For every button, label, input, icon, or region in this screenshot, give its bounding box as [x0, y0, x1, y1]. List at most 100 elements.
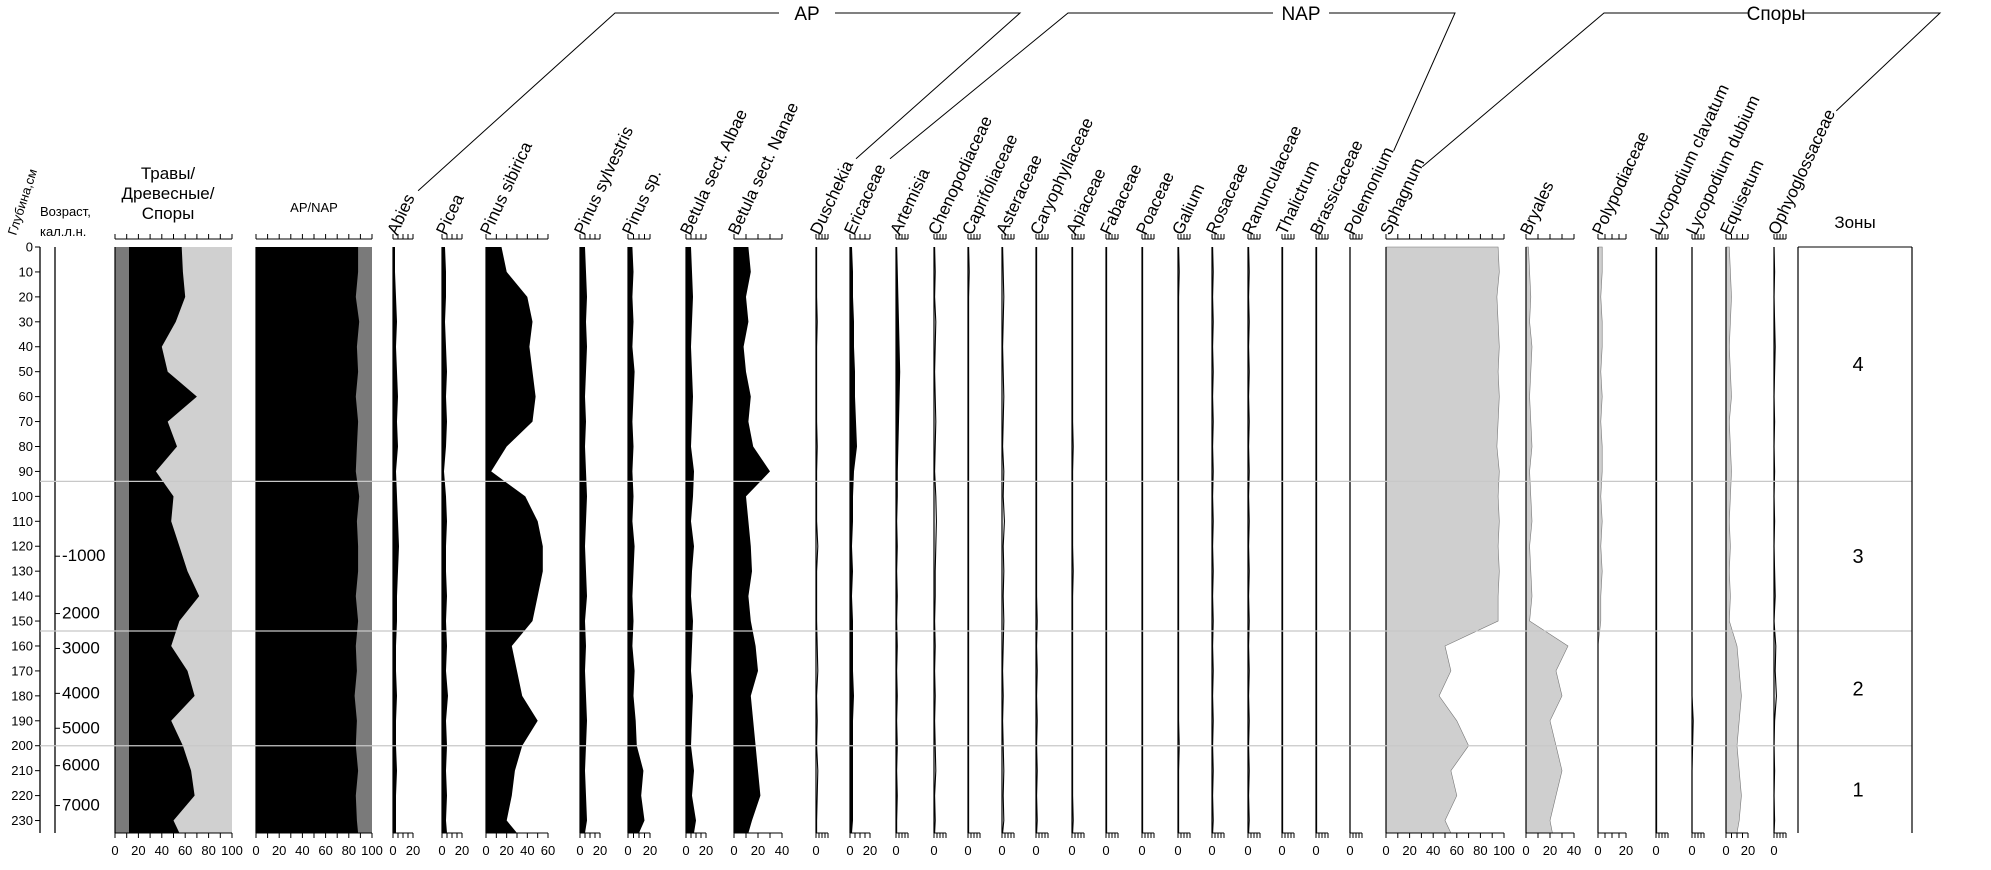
depth-tick-label: 30: [19, 314, 33, 329]
apnap-tick-label: 60: [318, 843, 332, 858]
depth-tick-label: 210: [11, 763, 33, 778]
age-tick-label: 2000: [62, 604, 100, 623]
taxon-pinus-sibirica-label: Pinus sibirica: [476, 138, 536, 237]
depth-tick-label: 160: [11, 638, 33, 653]
taxon-sphagnum-tick-label: 80: [1473, 843, 1487, 858]
taxa-columns: 0 20 40 60 80 100 0 20 40 60 80 100 0 20 0 20 0 20 40 60 0 20…: [40, 234, 1912, 858]
apnap-tick-label: 100: [361, 843, 383, 858]
age-axis-label-line1: Возраст,: [40, 204, 91, 219]
apnap-tick-label: 20: [272, 843, 286, 858]
taxon-fabaceae-tick-label: 0: [1102, 843, 1109, 858]
taxon-abies-tick-label: 0: [389, 843, 396, 858]
summary-herbs-area: [115, 247, 129, 833]
depth-tick-label: 10: [19, 264, 33, 279]
depth-tick-label: 40: [19, 339, 33, 354]
taxon-thalictrum-tick-label: 0: [1278, 843, 1285, 858]
taxon-caprifoliaceae-tick-label: 0: [964, 843, 971, 858]
apnap-ap-area: [256, 247, 360, 833]
depth-tick-label: 60: [19, 389, 33, 404]
depth-tick-label: 0: [26, 240, 33, 255]
column-labels: Травы/Древесные/Споры AP/NAP Abies Picea Pin…: [121, 81, 1839, 237]
summary-tick-label: 20: [131, 843, 145, 858]
taxon-pinus-sylvestris-tick-label: 20: [593, 843, 607, 858]
group-споры-label: Споры: [1747, 4, 1806, 25]
taxon-poaceae-tick-label: 0: [1138, 843, 1145, 858]
taxon-chenopodiaceae-tick-label: 0: [930, 843, 937, 858]
taxon-ericaceae-tick-label: 20: [863, 843, 877, 858]
zone-column: Зоны 4 3 2 1: [1797, 213, 1913, 833]
taxon-pinus-sibirica-area: [486, 247, 543, 833]
taxon-sphagnum-tick-label: 0: [1382, 843, 1389, 858]
age-tick-label: 5000: [62, 718, 100, 737]
depth-tick-label: 80: [19, 439, 33, 454]
depth-tick-label: 190: [11, 713, 33, 728]
taxon-ranunculaceae-tick-label: 0: [1244, 843, 1251, 858]
apnap-tick-label: 0: [252, 843, 259, 858]
taxon-artemisia-tick-label: 0: [892, 843, 899, 858]
taxon-betula-sect-nanae-tick-label: 40: [775, 843, 789, 858]
taxon-bryales-label: Bryales: [1516, 178, 1557, 237]
taxon-polypodiaceae-tick-label: 0: [1594, 843, 1601, 858]
depth-tick-label: 200: [11, 738, 33, 753]
taxon-pinus-sp-label: Pinus sp.: [618, 166, 665, 237]
zone-column-label: Зоны: [1834, 213, 1875, 232]
taxon-polemonium-tick-label: 0: [1346, 843, 1353, 858]
depth-tick-label: 70: [19, 414, 33, 429]
depth-axis-label: Глубина,см: [5, 167, 41, 237]
taxon-bryales-tick-label: 0: [1522, 843, 1529, 858]
summary-label-line3: Споры: [142, 204, 195, 223]
group-headers: AP NAP Споры: [417, 4, 1942, 192]
zone-label-3: 3: [1852, 546, 1863, 568]
taxon-abies-tick-label: 20: [406, 843, 420, 858]
summary-tick-label: 100: [221, 843, 243, 858]
taxon-abies-label: Abies: [383, 191, 418, 238]
group-nap-label: NAP: [1281, 4, 1320, 25]
taxon-pinus-sp-tick-label: 0: [624, 843, 631, 858]
depth-tick-label: 90: [19, 464, 33, 479]
taxon-pinus-sibirica-tick-label: 0: [482, 843, 489, 858]
taxon-ericaceae-area: [850, 247, 857, 833]
depth-tick-label: 50: [19, 364, 33, 379]
summary-trees-area: [115, 247, 200, 833]
group-споры-bracket-left: [1421, 12, 1748, 168]
zone-label-4: 4: [1852, 354, 1863, 376]
zone-label-2: 2: [1852, 678, 1863, 700]
age-axis-label-line2: кал.л.н.: [40, 224, 86, 239]
taxon-equisetum-area: [1725, 246, 1742, 834]
apnap-label: AP/NAP: [290, 200, 338, 215]
zone-label-1: 1: [1852, 779, 1863, 801]
summary-label-line2: Древесные/: [121, 184, 214, 203]
group-ap-bracket-left: [417, 12, 779, 192]
depth-tick-label: 130: [11, 564, 33, 579]
taxon-equisetum-tick-label: 0: [1722, 843, 1729, 858]
depth-tick-label: 120: [11, 539, 33, 554]
group-ap-label: AP: [794, 4, 819, 25]
taxon-picea-tick-label: 20: [455, 843, 469, 858]
depth-tick-label: 230: [11, 813, 33, 828]
taxon-bryales-area: [1525, 246, 1569, 834]
taxon-pinus-sibirica-tick-label: 20: [499, 843, 513, 858]
taxon-betula-sect-nanae-tick-label: 20: [751, 843, 765, 858]
age-tick-label: -1000: [62, 546, 105, 565]
taxon-pinus-sp-area: [628, 247, 645, 833]
taxon-bryales-tick-label: 40: [1567, 843, 1581, 858]
depth-tick-label: 100: [11, 489, 33, 504]
taxon-lycopodium-dubium-tick-label: 0: [1688, 843, 1695, 858]
taxon-pinus-sibirica-tick-label: 60: [541, 843, 555, 858]
taxon-polypodiaceae-label: Polypodiaceae: [1588, 129, 1652, 238]
group-nap-bracket-right: [1329, 12, 1456, 152]
taxon-bryales-tick-label: 20: [1543, 843, 1557, 858]
depth-tick-label: 150: [11, 614, 33, 629]
taxon-betula-sect-nanae-area: [734, 247, 770, 833]
depth-tick-label: 20: [19, 289, 33, 304]
group-ap-bracket-right: [835, 12, 1022, 160]
depth-tick-label: 180: [11, 688, 33, 703]
age-tick-label: 7000: [62, 796, 100, 815]
taxon-ophyoglossaceae-tick-label: 0: [1770, 843, 1777, 858]
group-nap-bracket-left: [889, 12, 1273, 160]
taxon-pinus-sibirica-tick-label: 40: [520, 843, 534, 858]
age-tick-label: 4000: [62, 683, 100, 702]
taxon-rosaceae-tick-label: 0: [1208, 843, 1215, 858]
taxon-sphagnum-tick-label: 40: [1426, 843, 1440, 858]
